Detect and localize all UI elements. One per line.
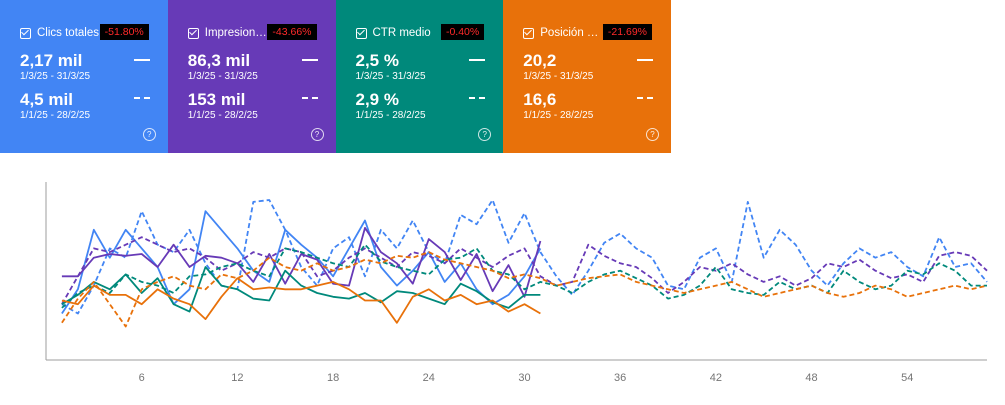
metric-card-impressions[interactable]: Impresiones totales -43.66% 86,3 mil 1/3… xyxy=(167,0,336,153)
card-header: Impresiones totales -43.66% xyxy=(187,23,324,43)
series-line-0 xyxy=(61,210,542,314)
previous-range: 1/1/25 - 28/2/25 xyxy=(355,110,426,121)
checkbox-checked-icon[interactable] xyxy=(187,27,199,39)
checkbox-checked-icon[interactable] xyxy=(523,27,535,39)
current-value: 20,2 xyxy=(523,51,557,70)
series-line-3 xyxy=(61,236,988,305)
solid-line-legend-icon xyxy=(133,59,150,61)
dashed-line-legend-icon xyxy=(301,97,318,99)
current-range: 1/3/25 - 31/3/25 xyxy=(187,71,258,82)
series-line-7 xyxy=(61,251,988,328)
change-badge: -0.40% xyxy=(440,24,485,40)
current-range: 1/3/25 - 31/3/25 xyxy=(523,71,594,82)
help-icon[interactable]: ? xyxy=(646,128,659,141)
solid-line-legend-icon xyxy=(637,59,653,61)
previous-range: 1/1/25 - 28/2/25 xyxy=(187,110,258,121)
performance-line-chart: 6 12 18 24 30 36 42 48 54 xyxy=(45,182,988,384)
x-tick-label: 24 xyxy=(423,372,435,384)
series-line-6 xyxy=(61,277,541,324)
series-line-2 xyxy=(61,227,542,298)
current-value: 2,5 % xyxy=(355,51,399,70)
help-icon[interactable]: ? xyxy=(478,128,492,141)
current-value: 86,3 mil xyxy=(187,51,251,70)
dashed-line-legend-icon xyxy=(133,97,150,99)
x-tick-label: 18 xyxy=(327,372,339,384)
card-header: CTR medio -0.40% xyxy=(355,23,492,43)
previous-range: 1/1/25 - 28/2/25 xyxy=(20,110,91,121)
dashed-line-legend-icon xyxy=(469,97,486,99)
metric-card-ctr[interactable]: CTR medio -0.40% 2,5 % 1/3/25 - 31/3/25 … xyxy=(335,0,504,153)
previous-value: 2,9 % xyxy=(355,90,399,109)
card-header: Clics totales -51.80% xyxy=(20,23,156,43)
card-header: Posición media -21.69% xyxy=(523,23,659,43)
change-badge: -43.66% xyxy=(267,24,317,40)
current-range: 1/3/25 - 31/3/25 xyxy=(20,71,91,82)
previous-value: 153 mil xyxy=(187,90,246,109)
x-tick-label: 30 xyxy=(518,372,530,384)
series-line-5 xyxy=(61,243,987,309)
current-range: 1/3/25 - 31/3/25 xyxy=(355,71,426,82)
metric-card-position[interactable]: Posición media -21.69% 20,2 1/3/25 - 31/… xyxy=(503,0,671,153)
change-badge: -21.69% xyxy=(602,24,652,40)
card-title: CTR medio xyxy=(372,27,431,39)
series-line-4 xyxy=(61,266,541,313)
previous-value: 16,6 xyxy=(523,90,557,109)
x-tick-label: 6 xyxy=(139,372,145,384)
metric-card-clicks[interactable]: Clics totales -51.80% 2,17 mil 1/3/25 - … xyxy=(0,0,168,153)
change-badge: -51.80% xyxy=(99,24,149,40)
previous-range: 1/1/25 - 28/2/25 xyxy=(523,110,594,121)
previous-value: 4,5 mil xyxy=(20,90,73,109)
checkbox-checked-icon[interactable] xyxy=(20,27,31,39)
solid-line-legend-icon xyxy=(469,59,486,61)
help-icon[interactable]: ? xyxy=(310,128,324,141)
card-title: Posición media xyxy=(540,27,603,39)
dashed-line-legend-icon xyxy=(637,97,653,99)
x-tick-label: 42 xyxy=(710,372,722,384)
checkbox-checked-icon[interactable] xyxy=(355,27,367,39)
card-title: Impresiones totales xyxy=(204,27,267,39)
current-value: 2,17 mil xyxy=(20,51,83,70)
help-icon[interactable]: ? xyxy=(142,128,156,141)
card-title: Clics totales xyxy=(37,27,99,39)
metric-cards: Clics totales -51.80% 2,17 mil 1/3/25 - … xyxy=(0,0,671,153)
solid-line-legend-icon xyxy=(301,59,318,61)
x-tick-label: 48 xyxy=(805,372,817,384)
x-tick-label: 36 xyxy=(614,372,626,384)
x-tick-label: 12 xyxy=(231,372,243,384)
x-tick-label: 54 xyxy=(901,372,913,384)
